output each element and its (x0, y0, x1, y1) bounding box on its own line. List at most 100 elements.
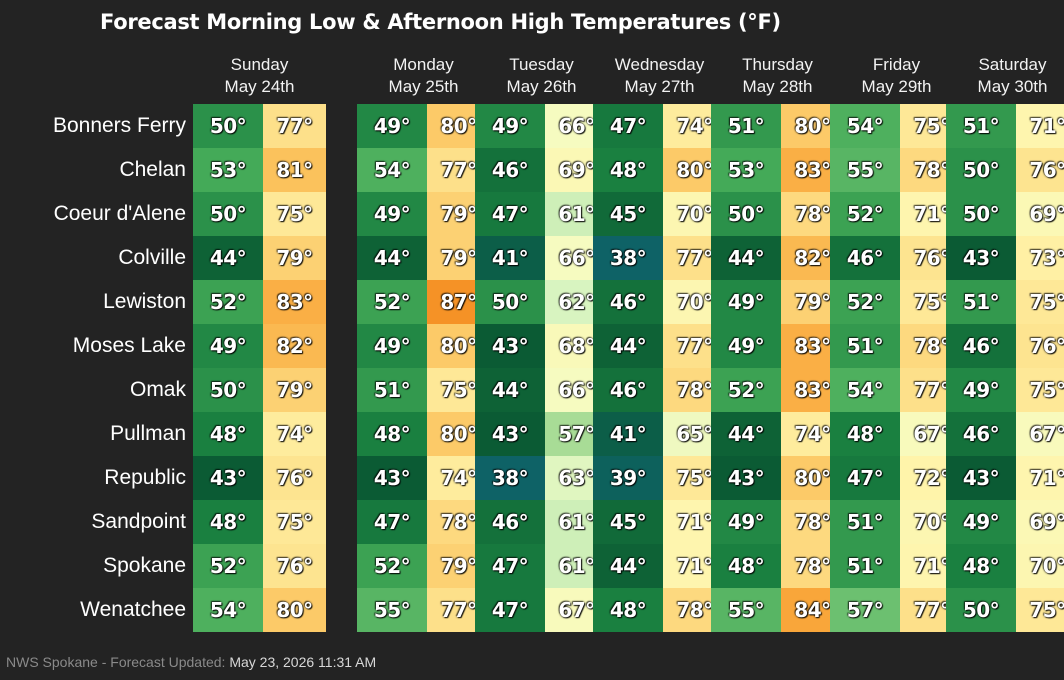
day-date: May 29th (861, 77, 932, 96)
low-temp-cell: 50° (193, 192, 263, 236)
high-temp-cell: 71° (1016, 104, 1064, 148)
day-weekday: Thursday (742, 55, 813, 74)
low-temp-cell: 51° (830, 544, 900, 588)
high-temp-cell: 76° (1016, 324, 1064, 368)
high-temp-cell: 76° (1016, 148, 1064, 192)
low-temp-cell: 52° (193, 544, 263, 588)
low-temp-cell: 49° (946, 500, 1016, 544)
low-temp-cell: 43° (475, 324, 545, 368)
low-temp-cell: 49° (711, 324, 781, 368)
low-temp-cell: 50° (946, 148, 1016, 192)
low-temp-cell: 54° (193, 588, 263, 632)
low-temp-cell: 54° (357, 148, 427, 192)
low-temp-cell: 43° (946, 236, 1016, 280)
day-header-friday: Friday May 29th (818, 54, 975, 102)
low-temp-cell: 52° (830, 192, 900, 236)
high-temp-cell: 75° (1016, 368, 1064, 412)
day-date: May 30th (977, 77, 1048, 96)
low-temp-cell: 43° (357, 456, 427, 500)
day-date: May 25th (388, 77, 459, 96)
low-temp-cell: 43° (711, 456, 781, 500)
low-temp-cell: 43° (475, 412, 545, 456)
city-label: Republic (104, 466, 186, 489)
high-temp-cell: 67° (1016, 412, 1064, 456)
low-temp-cell: 44° (193, 236, 263, 280)
low-temp-cell: 43° (946, 456, 1016, 500)
low-temp-cell: 41° (593, 412, 663, 456)
day-weekday: Saturday (978, 55, 1047, 74)
day-header-wednesday: Wednesday May 27th (581, 54, 738, 102)
low-temp-cell: 44° (711, 412, 781, 456)
high-temp-cell: 74° (263, 412, 326, 456)
day-header-thursday: Thursday May 28th (699, 54, 856, 102)
high-temp-cell: 71° (1016, 456, 1064, 500)
low-temp-cell: 44° (593, 324, 663, 368)
low-temp-cell: 48° (193, 500, 263, 544)
city-label: Bonners Ferry (52, 114, 186, 137)
low-temp-cell: 50° (475, 280, 545, 324)
high-temp-cell: 80° (263, 588, 326, 632)
low-temp-cell: 52° (193, 280, 263, 324)
low-temp-cell: 47° (593, 104, 663, 148)
low-temp-cell: 50° (946, 588, 1016, 632)
day-date: May 26th (506, 77, 577, 96)
low-temp-cell: 55° (830, 148, 900, 192)
low-temp-cell: 52° (830, 280, 900, 324)
low-temp-cell: 51° (946, 104, 1016, 148)
high-temp-cell: 75° (263, 192, 326, 236)
low-temp-cell: 51° (946, 280, 1016, 324)
low-temp-cell: 38° (475, 456, 545, 500)
day-weekday: Wednesday (614, 55, 705, 74)
low-temp-cell: 49° (357, 104, 427, 148)
high-temp-cell: 75° (1016, 280, 1064, 324)
low-temp-cell: 48° (593, 588, 663, 632)
low-temp-cell: 49° (357, 324, 427, 368)
footer-updated-time: May 23, 2026 11:31 AM (229, 654, 377, 670)
day-header-tuesday: Tuesday May 26th (463, 54, 620, 102)
high-temp-cell: 73° (1016, 236, 1064, 280)
low-temp-cell: 49° (475, 104, 545, 148)
high-temp-cell: 83° (263, 280, 326, 324)
high-temp-cell: 76° (263, 544, 326, 588)
low-temp-cell: 54° (830, 104, 900, 148)
low-temp-cell: 46° (946, 412, 1016, 456)
low-temp-cell: 51° (357, 368, 427, 412)
low-temp-cell: 49° (946, 368, 1016, 412)
city-label: Lewiston (103, 290, 186, 313)
low-temp-cell: 51° (830, 500, 900, 544)
chart-title: Forecast Morning Low & Afternoon High Te… (100, 10, 781, 34)
low-temp-cell: 48° (946, 544, 1016, 588)
low-temp-cell: 52° (357, 280, 427, 324)
city-label: Spokane (103, 554, 186, 577)
low-temp-cell: 52° (711, 368, 781, 412)
low-temp-cell: 46° (593, 280, 663, 324)
city-label: Pullman (110, 422, 186, 445)
low-temp-cell: 47° (830, 456, 900, 500)
low-temp-cell: 45° (593, 192, 663, 236)
low-temp-cell: 44° (357, 236, 427, 280)
low-temp-cell: 55° (357, 588, 427, 632)
low-temp-cell: 38° (593, 236, 663, 280)
city-label: Sandpoint (91, 510, 186, 533)
city-label: Moses Lake (72, 334, 186, 357)
low-temp-cell: 48° (193, 412, 263, 456)
high-temp-cell: 69° (1016, 500, 1064, 544)
low-temp-cell: 50° (193, 368, 263, 412)
low-temp-cell: 47° (475, 544, 545, 588)
low-temp-cell: 54° (830, 368, 900, 412)
day-date: May 28th (742, 77, 813, 96)
low-temp-cell: 45° (593, 500, 663, 544)
high-temp-cell: 70° (1016, 544, 1064, 588)
low-temp-cell: 43° (193, 456, 263, 500)
day-date: May 24th (224, 77, 295, 96)
high-temp-cell: 82° (263, 324, 326, 368)
low-temp-cell: 46° (830, 236, 900, 280)
high-temp-cell: 75° (263, 500, 326, 544)
low-temp-cell: 49° (193, 324, 263, 368)
high-temp-cell: 77° (263, 104, 326, 148)
high-temp-cell: 79° (263, 368, 326, 412)
day-weekday: Sunday (230, 55, 289, 74)
low-temp-cell: 47° (475, 192, 545, 236)
low-temp-cell: 49° (711, 500, 781, 544)
low-temp-cell: 51° (830, 324, 900, 368)
